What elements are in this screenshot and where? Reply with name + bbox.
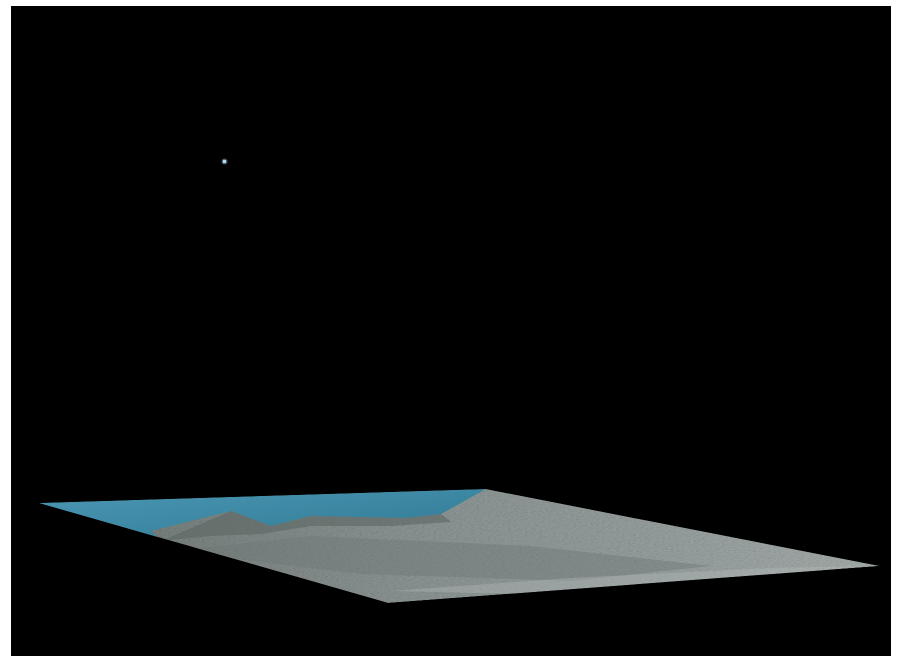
scene-canvas[interactable]	[11, 6, 891, 656]
terrain-tile-icon[interactable]	[39, 489, 880, 603]
3d-viewport[interactable]	[11, 6, 891, 656]
urban-band-2	[391, 566, 861, 596]
coastline-shadow	[161, 511, 451, 541]
water-region	[39, 489, 486, 541]
star-point-icon	[221, 158, 228, 165]
urban-band	[171, 536, 711, 581]
